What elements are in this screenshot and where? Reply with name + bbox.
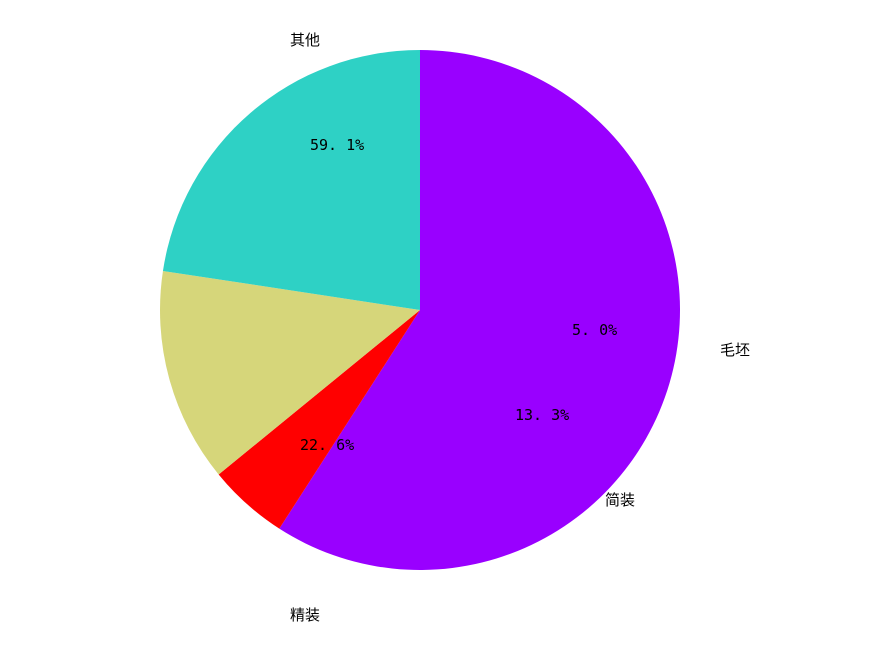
- slice-category-label: 精装: [290, 606, 320, 624]
- slice-value-label: 22. 6%: [300, 436, 354, 454]
- slice-value-label: 13. 3%: [515, 406, 569, 424]
- slice-value-label: 59. 1%: [310, 136, 364, 154]
- slice-value-label: 5. 0%: [572, 321, 617, 339]
- slice-category-label: 简装: [605, 491, 635, 509]
- slice-category-label: 毛坯: [720, 341, 750, 359]
- pie-chart: 59. 1% 5. 0% 13. 3% 22. 6% 其他毛坯简装精装: [0, 0, 891, 663]
- slice-category-label: 其他: [290, 31, 320, 49]
